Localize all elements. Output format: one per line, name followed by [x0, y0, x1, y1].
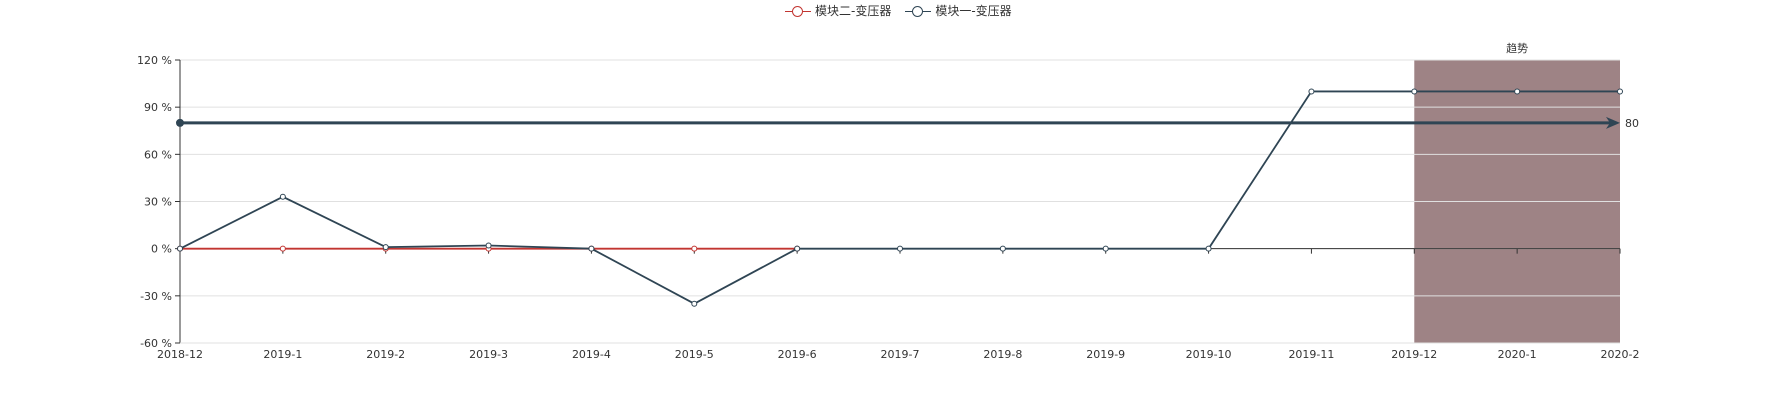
- x-tick-label: 2019-8: [983, 348, 1022, 361]
- y-tick-label: 90 %: [144, 101, 172, 114]
- data-point: [691, 300, 698, 307]
- data-point: [279, 245, 286, 252]
- data-point: [382, 244, 389, 251]
- data-point: [691, 245, 698, 252]
- x-tick-label: 2019-5: [675, 348, 714, 361]
- legend-symbol-dark: [905, 5, 932, 17]
- data-point: [1308, 88, 1315, 95]
- data-point: [1514, 88, 1521, 95]
- data-point: [1205, 245, 1212, 252]
- legend-item-module-one[interactable]: 模块一-变压器: [905, 2, 1012, 19]
- x-tick-label: 2019-10: [1186, 348, 1232, 361]
- mark-area-label: 趋势: [1506, 42, 1528, 55]
- data-point: [279, 193, 286, 200]
- y-tick-label: 0 %: [151, 243, 172, 256]
- y-tick-label: -30 %: [140, 290, 172, 303]
- y-tick-label: 30 %: [144, 196, 172, 209]
- x-tick-label: 2019-3: [469, 348, 508, 361]
- legend-symbol-red: [785, 5, 811, 17]
- y-tick-label: -60 %: [140, 337, 172, 350]
- data-point: [1411, 88, 1418, 95]
- x-tick-label: 2019-6: [778, 348, 817, 361]
- legend-label: 模块一-变压器: [935, 4, 1012, 18]
- data-point: [999, 245, 1006, 252]
- mark-line-label: 80: [1625, 117, 1639, 130]
- x-tick-label: 2018-12: [157, 348, 203, 361]
- legend-label: 模块二-变压器: [815, 4, 892, 18]
- legend-item-module-two[interactable]: 模块二-变压器: [785, 2, 891, 19]
- data-point: [1617, 88, 1623, 95]
- data-point: [177, 245, 183, 252]
- x-tick-label: 2019-12: [1391, 348, 1437, 361]
- data-point: [1102, 245, 1109, 252]
- chart-legend: 模块二-变压器 模块一-变压器: [785, 2, 1012, 19]
- x-tick-label: 2019-11: [1288, 348, 1334, 361]
- x-tick-label: 2019-7: [881, 348, 920, 361]
- x-tick-label: 2019-2: [366, 348, 405, 361]
- y-tick-label: 60 %: [144, 148, 172, 161]
- data-point: [588, 245, 595, 252]
- x-tick-label: 2020-2: [1601, 348, 1640, 361]
- x-tick-label: 2020-1: [1498, 348, 1537, 361]
- x-tick-label: 2019-4: [572, 348, 611, 361]
- data-point: [485, 242, 492, 249]
- data-point: [897, 245, 903, 252]
- x-tick-label: 2019-9: [1086, 348, 1125, 361]
- data-point: [794, 245, 801, 252]
- x-tick-label: 2019-1: [263, 348, 302, 361]
- y-tick-label: 120 %: [137, 54, 172, 67]
- mark-line-arrow: [1606, 116, 1620, 129]
- mark-line-start: [176, 118, 184, 127]
